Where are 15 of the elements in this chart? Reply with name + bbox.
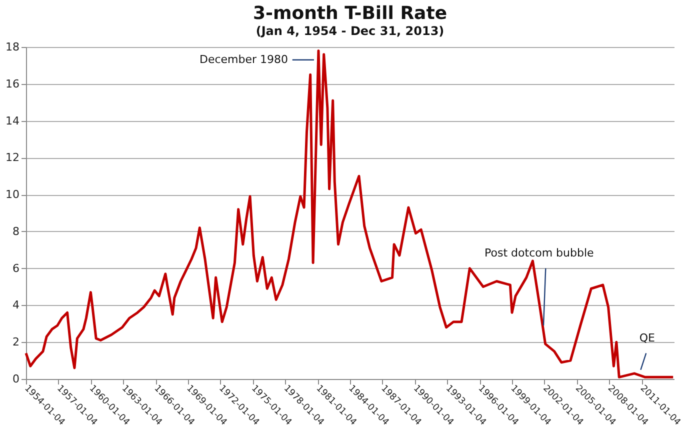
annotation: Post dotcom bubble [484,246,594,260]
y-tick-label: 2 [12,336,20,349]
y-tick-label: 8 [12,224,20,238]
y-tick-label: 14 [6,114,20,128]
annotation: December 1980 [199,52,288,66]
y-tick-label: 0 [12,372,20,386]
annotation: QE [639,331,656,344]
y-tick-label: 18 [6,40,20,54]
y-tick-label: 12 [6,151,20,164]
y-tick-label: 16 [6,77,20,90]
chart-subtitle: (Jan 4, 1954 - Dec 31, 2013) [256,24,444,38]
y-tick-label: 10 [6,188,20,202]
y-tick-label: 6 [12,262,20,275]
chart-title: 3-month T-Bill Rate [252,3,448,24]
y-tick-label: 4 [12,298,20,312]
